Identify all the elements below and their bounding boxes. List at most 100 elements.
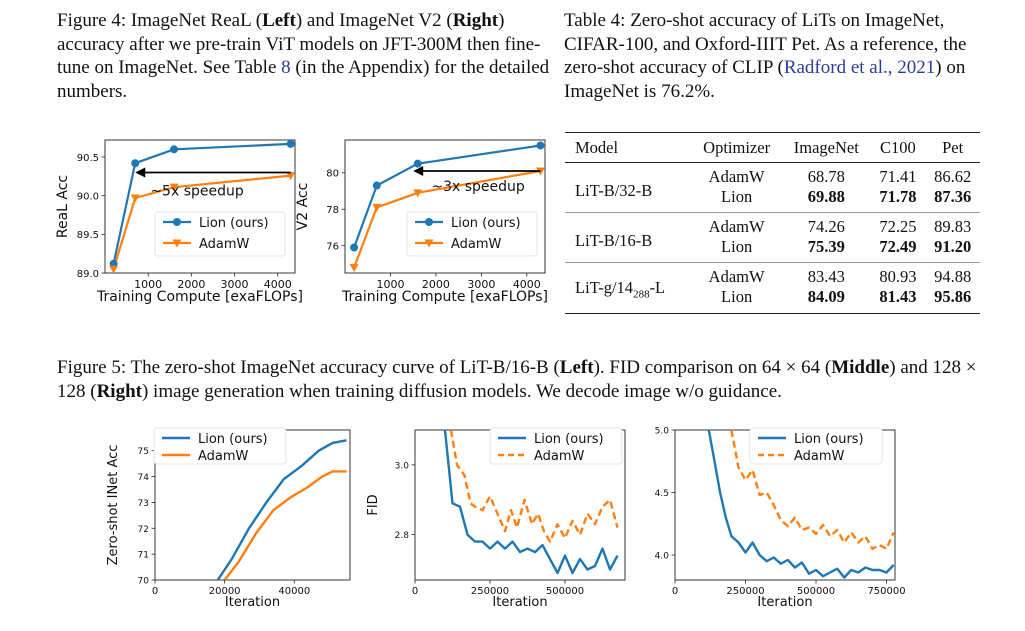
y-tick-label: 2.8 [395, 531, 410, 541]
legend-marker [425, 218, 433, 226]
series-line-lion [216, 439, 347, 580]
x-axis-label: Iteration [492, 595, 547, 610]
legend: Lion (ours) AdamW [406, 211, 538, 257]
legend: Lion (ours) AdamW [154, 211, 286, 257]
model-cell: LiT-B/16-B [565, 212, 692, 263]
citation-link[interactable]: Radford et al., 2021 [783, 57, 936, 78]
x-tick-label: 250000 [471, 586, 509, 597]
x-tick-label: 1000 [134, 278, 162, 291]
legend-label: AdamW [794, 449, 845, 464]
series-line-adamw [223, 470, 347, 580]
legend-label: AdamW [534, 449, 585, 464]
series-line-lion [112, 142, 291, 264]
table-8-link[interactable]: 8 [281, 57, 291, 78]
value-cell: 91.20 [925, 237, 980, 263]
legend-label: AdamW [451, 237, 502, 252]
optimizer-cell: Lion [691, 187, 783, 213]
header-optimizer: Optimizer [691, 132, 783, 163]
y-tick-label: 4.5 [655, 489, 669, 499]
data-point-adamw [372, 203, 382, 212]
header-pet: Pet [925, 132, 980, 163]
y-tick-label: 5.0 [655, 427, 670, 437]
optimizer-cell: Lion [691, 237, 783, 263]
y-tick-label: 89.5 [77, 230, 99, 241]
y-tick-label: 78 [326, 205, 339, 216]
series-group [112, 142, 291, 270]
chart-svg: 1000 2000 3000 4000 76 78 80 Training Compute [… [295, 139, 548, 305]
figure-4-caption: Figure 4: ImageNet ReaL (Left) and Image… [57, 10, 550, 102]
optimizer-cell: AdamW [708, 167, 765, 186]
chart-fid-128: 0 250000 500000 750000 4.0 4.5 5.0 Iteration Lio… [630, 420, 906, 615]
legend-label: Lion (ours) [199, 216, 269, 231]
data-point-lion [286, 139, 295, 148]
data-point-adamw [413, 189, 423, 198]
chart-svg: 1000 2000 3000 4000 89.0 89.5 90.0 90.5 Training… [55, 139, 303, 305]
y-axis-label: Zero-shot INet Acc [106, 445, 121, 566]
y-tick-label: 76 [326, 242, 339, 253]
x-tick-label: 2000 [422, 278, 450, 291]
series-group [707, 430, 895, 579]
series-line-adamw [730, 430, 895, 551]
x-tick-label: 250000 [726, 586, 764, 597]
legend: Lion (ours) AdamW [489, 427, 623, 465]
series-group [353, 144, 541, 268]
chart-fid-64: 0 250000 500000 2.8 3.0 Iteration FID Lion (our… [366, 420, 626, 615]
y-axis-label: V2 Acc [295, 183, 311, 231]
y-axis-label: ReaL Acc [55, 175, 71, 238]
table-row: LiT-g/14288-L AdamW 83.43 80.93 94.88 [565, 262, 980, 314]
series-group [216, 439, 347, 580]
x-axis-label: Training Compute [exaFLOPs] [341, 289, 548, 305]
x-tick-label: 20000 [209, 586, 241, 597]
x-tick-label: 3000 [221, 278, 249, 291]
value-cell: 71.78 [870, 187, 926, 213]
optimizer-cell: AdamW [708, 267, 765, 286]
series-line-adamw [449, 430, 619, 543]
legend-label: Lion (ours) [534, 432, 604, 447]
x-tick-label: 2000 [177, 278, 205, 291]
header-imagenet: ImageNet [782, 132, 871, 163]
table-header-row: Model Optimizer ImageNet C100 Pet [565, 132, 980, 163]
value-cell: 83.43 [807, 267, 845, 286]
series-group [443, 430, 619, 575]
optimizer-cell: AdamW [708, 217, 765, 236]
legend-label: Lion (ours) [794, 432, 864, 447]
y-tick-label: 72 [138, 525, 149, 535]
legend-marker [172, 239, 182, 248]
value-cell: 68.78 [807, 167, 845, 186]
value-cell: 94.88 [934, 267, 972, 286]
table-row: LiT-B/32-B AdamW 68.78 71.41 86.62 [565, 162, 980, 213]
data-point-lion [170, 145, 179, 154]
chart-svg: 0 20000 40000 70 71 72 73 74 75 Iteration Zero-sho… [106, 427, 351, 610]
x-tick-label: 0 [672, 586, 678, 597]
data-point-adamw [130, 194, 140, 203]
table-row: LiT-B/16-B AdamW 74.26 72.25 89.83 [565, 212, 980, 263]
value-cell: 95.86 [925, 287, 980, 314]
x-axis-label: Iteration [225, 595, 280, 610]
data-point-adamw [349, 264, 359, 273]
y-tick-label: 4.0 [655, 552, 670, 562]
model-cell: LiT-g/14288-L [565, 262, 692, 314]
value-cell: 74.26 [807, 217, 845, 236]
x-tick-label: 4000 [264, 278, 292, 291]
data-point-lion [536, 141, 545, 150]
value-cell: 71.41 [879, 167, 917, 186]
chart-svg: 0 250000 500000 750000 4.0 4.5 5.0 Iteration Lio… [655, 427, 906, 611]
value-cell: 86.62 [934, 167, 972, 186]
legend-marker [173, 218, 181, 226]
x-tick-label: 0 [412, 586, 418, 597]
value-cell: 75.39 [782, 237, 871, 263]
x-axis-label: Iteration [757, 595, 812, 610]
plot-frame [104, 139, 296, 274]
header-model: Model [565, 132, 692, 163]
value-cell: 87.36 [925, 187, 980, 213]
chart-real-acc: 1000 2000 3000 4000 89.0 89.5 90.0 90.5 Training… [55, 130, 305, 310]
x-axis-label: Training Compute [exaFLOPs] [96, 289, 303, 305]
legend: Lion (ours) AdamW [749, 427, 883, 465]
model-cell: LiT-B/32-B [565, 162, 692, 213]
table-row: Lion 75.39 72.49 91.20 [565, 237, 980, 263]
data-point-lion [372, 181, 381, 190]
value-cell: 89.83 [934, 217, 972, 236]
series-line-lion [707, 430, 895, 579]
x-tick-label: 4000 [513, 278, 541, 291]
x-tick-label: 750000 [867, 586, 905, 597]
